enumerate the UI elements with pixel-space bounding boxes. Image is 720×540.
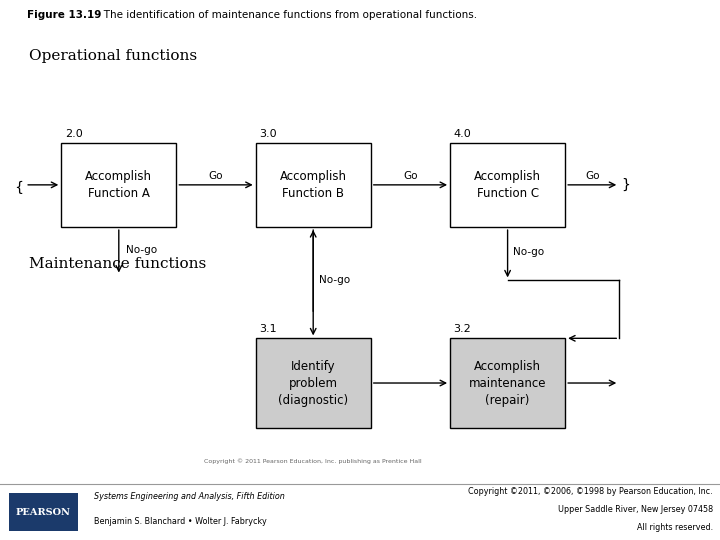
Text: 2.0: 2.0 [65, 129, 83, 139]
Text: No-go: No-go [513, 247, 544, 257]
Text: Copyright ©2011, ©2006, ©1998 by Pearson Education, Inc.: Copyright ©2011, ©2006, ©1998 by Pearson… [468, 487, 713, 496]
Bar [450, 143, 565, 227]
Text: Benjamin S. Blanchard • Wolter J. Fabrycky: Benjamin S. Blanchard • Wolter J. Fabryc… [94, 517, 266, 526]
Text: }: } [621, 178, 630, 192]
Text: Accomplish
Function C: Accomplish Function C [474, 170, 541, 200]
Text: All rights reserved.: All rights reserved. [636, 523, 713, 532]
Text: 3.0: 3.0 [259, 129, 276, 139]
Text: Accomplish
Function A: Accomplish Function A [85, 170, 153, 200]
Text: Identify
problem
(diagnostic): Identify problem (diagnostic) [278, 360, 348, 407]
Text: Go: Go [403, 171, 418, 181]
Text: Accomplish
maintenance
(repair): Accomplish maintenance (repair) [469, 360, 546, 407]
Text: 3.1: 3.1 [259, 325, 276, 334]
Text: 3.2: 3.2 [454, 325, 472, 334]
Bar [61, 143, 176, 227]
Bar [450, 338, 565, 428]
Text: Figure 13.19: Figure 13.19 [27, 10, 102, 19]
Text: Go: Go [585, 171, 600, 181]
Text: Accomplish
Function B: Accomplish Function B [279, 170, 347, 200]
Text: PEARSON: PEARSON [16, 508, 71, 517]
Text: Upper Saddle River, New Jersey 07458: Upper Saddle River, New Jersey 07458 [558, 505, 713, 514]
Text: Go: Go [209, 171, 223, 181]
Text: No-go: No-go [319, 275, 350, 285]
Text: The identification of maintenance functions from operational functions.: The identification of maintenance functi… [94, 10, 477, 19]
Bar [9, 493, 78, 531]
Text: No-go: No-go [126, 245, 157, 255]
Bar [256, 143, 371, 227]
Text: Maintenance functions: Maintenance functions [29, 256, 206, 271]
Text: Systems Engineering and Analysis, Fifth Edition: Systems Engineering and Analysis, Fifth … [94, 492, 284, 502]
Text: 4.0: 4.0 [454, 129, 472, 139]
Text: }: } [13, 178, 22, 192]
Text: Copyright © 2011 Pearson Education, Inc. publishing as Prentice Hall: Copyright © 2011 Pearson Education, Inc.… [204, 458, 422, 464]
Bar [256, 338, 371, 428]
Text: Operational functions: Operational functions [29, 49, 197, 63]
